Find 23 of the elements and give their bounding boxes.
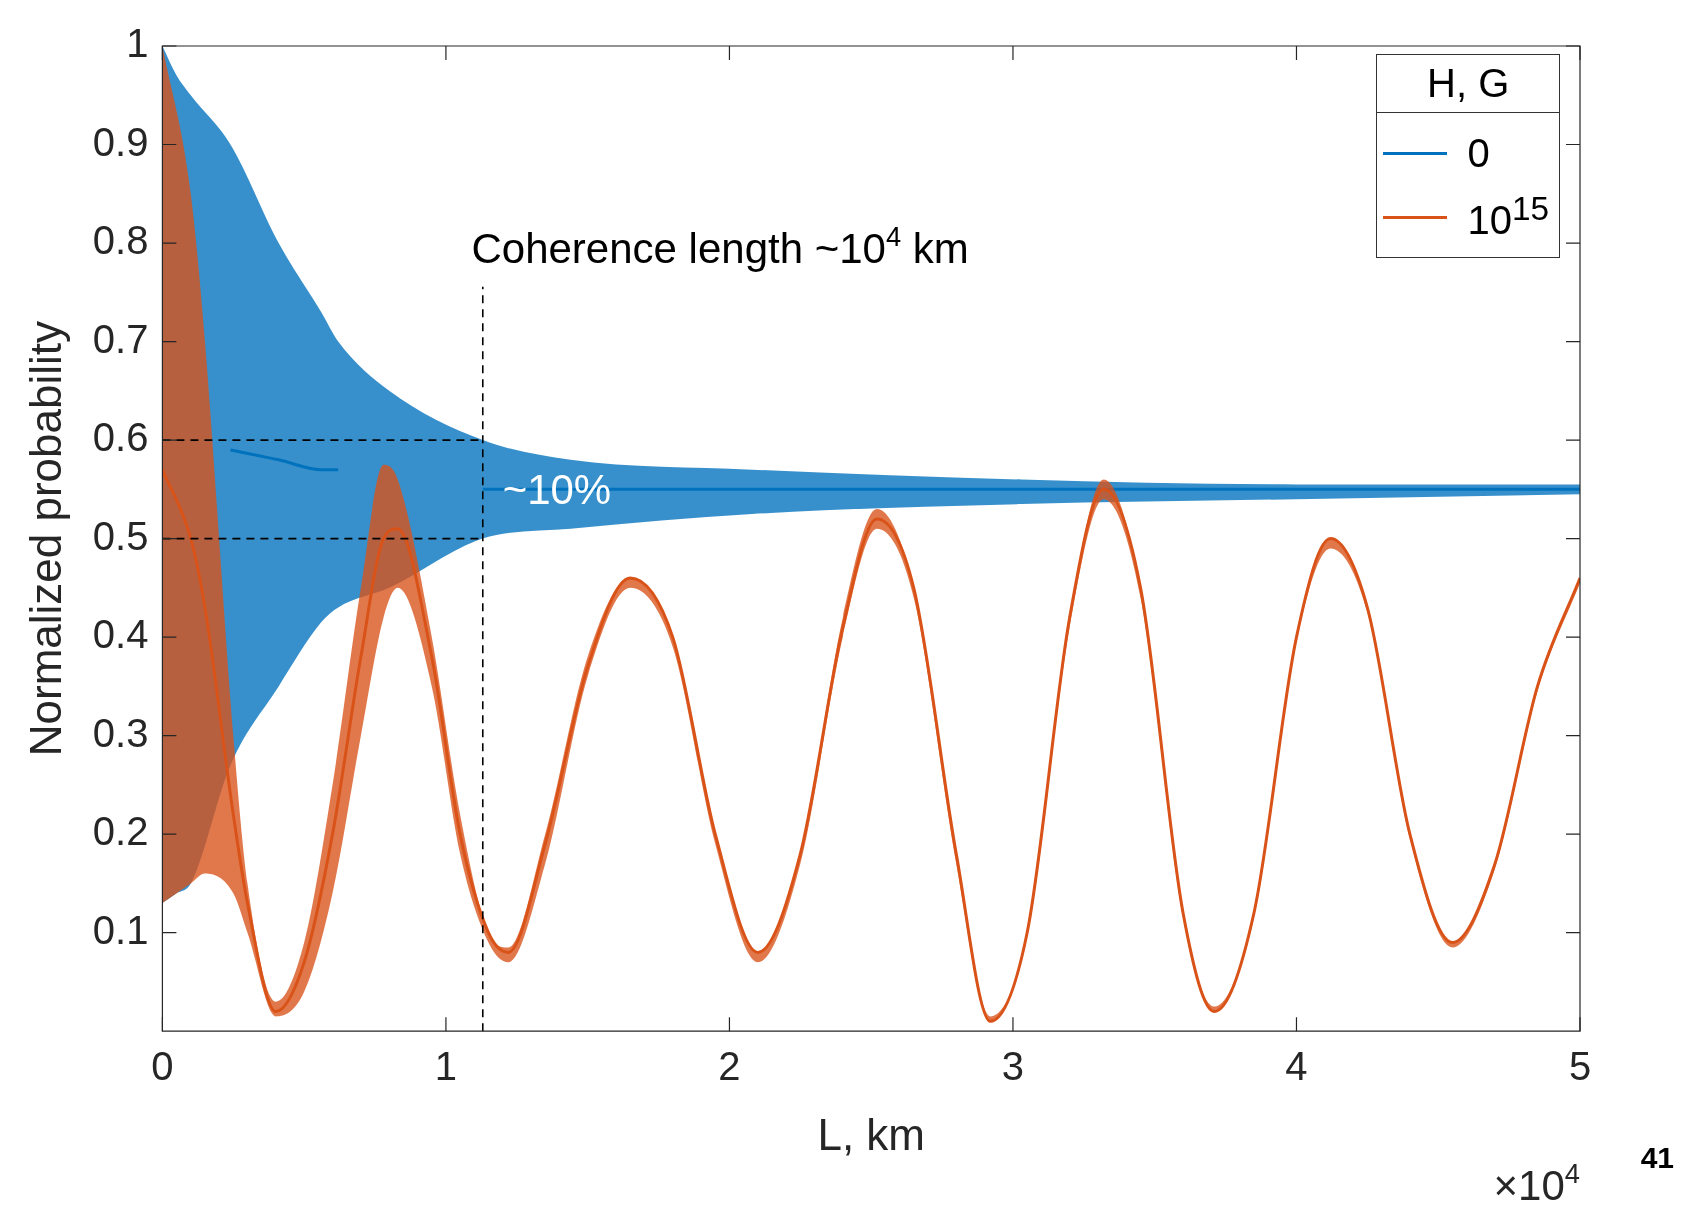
x-axis-title: L, km [817,1109,925,1159]
legend-label: 10$^{15}$ [1467,190,1549,244]
y-tick-label: 1 [126,21,149,66]
x-tick-label: 1 [434,1044,458,1089]
x-tick-label: 3 [1001,1044,1025,1089]
y-tick-label: 0.3 [92,710,149,755]
annotation: ~10% [502,466,612,514]
y-tick-label: 0.5 [92,513,149,558]
legend-title: H, G [1377,55,1559,113]
y-tick-label: 0.4 [92,612,149,657]
y-axis-title: Normalized probability [20,320,70,757]
x-tick-label: 2 [718,1044,741,1089]
y-tick-label: 0.2 [92,809,149,854]
y-tick-label: 0.9 [92,119,149,164]
text: 41 [1640,1141,1675,1174]
legend-label: 0 [1467,130,1490,176]
x-tick-label: 5 [1568,1044,1592,1089]
y-tick-label: 0.7 [92,316,149,361]
y-tick-label: 0.1 [92,907,149,952]
x-tick-label: 4 [1285,1044,1308,1089]
y-tick-label: 0.8 [92,218,149,263]
y-tick-label: 0.6 [92,415,149,460]
x-tick-label: 0 [151,1044,174,1089]
